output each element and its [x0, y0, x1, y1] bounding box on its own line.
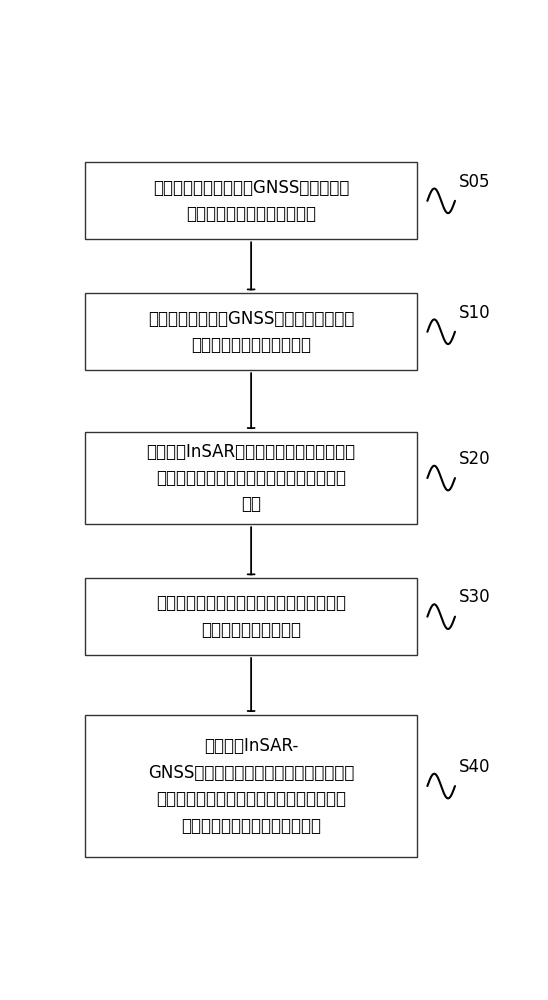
Text: 在目标监测区域内部署GNSS监测装置，
获取连续的三维形变监测数据: 在目标监测区域内部署GNSS监测装置， 获取连续的三维形变监测数据	[153, 179, 349, 223]
FancyBboxPatch shape	[85, 432, 416, 524]
Text: S10: S10	[459, 304, 491, 322]
Text: S05: S05	[459, 173, 490, 191]
Text: 通过融合InSAR-
GNSS三维联合解算模型，计算目标监测区
域的三维形变分量，根据所述三维形变分量
，对目标监测区域进行滑坡识别: 通过融合InSAR- GNSS三维联合解算模型，计算目标监测区 域的三维形变分量…	[148, 737, 355, 835]
Text: 通过时序InSAR方法，对目标监测区域提取
，获取目标监测区域升、降轨视角下的地表
形变: 通过时序InSAR方法，对目标监测区域提取 ，获取目标监测区域升、降轨视角下的地…	[146, 443, 356, 513]
FancyBboxPatch shape	[85, 715, 416, 857]
FancyBboxPatch shape	[85, 578, 416, 655]
FancyBboxPatch shape	[85, 293, 416, 370]
Text: 对目标监测区域升、降轨视角下的地表形变
进行三维方向上的分解: 对目标监测区域升、降轨视角下的地表形变 进行三维方向上的分解	[156, 594, 346, 639]
FancyBboxPatch shape	[85, 162, 416, 239]
Text: S20: S20	[459, 450, 491, 468]
Text: S40: S40	[459, 758, 490, 776]
Text: S30: S30	[459, 588, 491, 606]
Text: 获取目标监测区域GNSS监测周期内的多幅
升、降轨雷达卫星原始影像: 获取目标监测区域GNSS监测周期内的多幅 升、降轨雷达卫星原始影像	[148, 310, 355, 354]
